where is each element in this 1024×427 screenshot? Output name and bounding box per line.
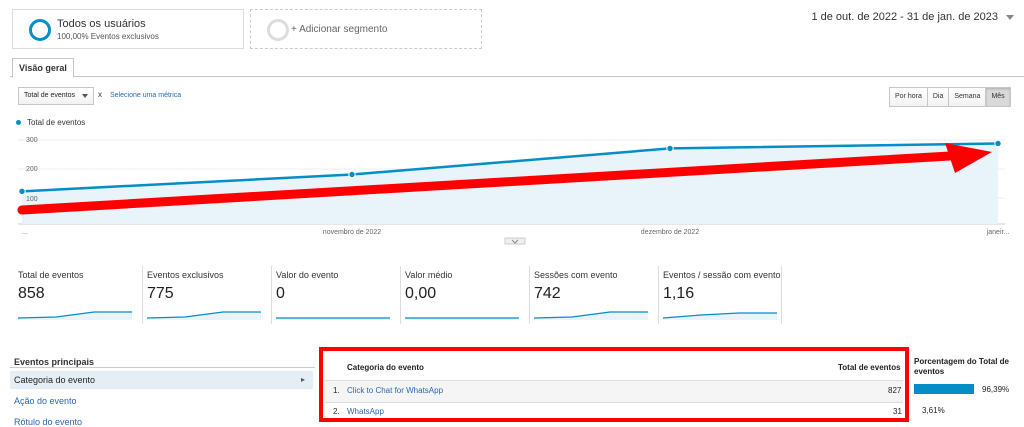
chart-line [21,142,999,193]
chevron-right-icon: ▸ [300,375,305,384]
col-header-percentage[interactable]: Porcentagem do Total de eventos [914,357,1009,376]
x-tick-label: janeir... [986,229,1010,236]
metric-card[interactable]: Valor do evento 0 [276,266,396,324]
metric-divider [142,266,143,324]
metric-divider [400,266,401,324]
col-header-category[interactable]: Categoria do evento [347,363,424,372]
legend-dot-icon [16,120,21,126]
add-segment-button[interactable]: + Adicionar segmento [250,9,482,49]
sparkline [663,312,777,320]
row-index: 1. [333,386,340,395]
nav-event-action[interactable]: Ação do evento [14,396,77,406]
tab-divider [10,76,1024,77]
chart-data-point[interactable] [18,187,26,196]
red-trend-arrow [17,151,955,215]
sparkline [405,317,519,320]
hourly-button[interactable]: Por hora [890,88,928,106]
chevron-down-icon [1006,14,1014,20]
nav-event-category[interactable]: Categoria do evento ▸ [10,371,313,389]
table-row [325,380,903,403]
day-button[interactable]: Dia [927,88,950,106]
metric-card[interactable]: Total de eventos 858 [18,266,138,324]
chart-data-point[interactable] [994,139,1002,148]
metric-value: 742 [534,285,561,302]
row-index: 2. [333,407,340,416]
metric-value: 775 [147,285,174,302]
nav-event-label[interactable]: Rótulo do evento [14,417,83,427]
segment-title: Todos os usuários [57,18,146,30]
metric-dropdown[interactable]: Total de eventos [18,87,94,105]
row-total: 31 [893,407,902,416]
month-button[interactable]: Mês [986,88,1010,106]
row-category-link[interactable]: WhatsApp [347,407,384,416]
chart-legend: Total de eventos [16,118,85,127]
y-tick-label: 100 [26,196,38,203]
metric-label: Eventos exclusivos [147,270,224,280]
x-tick-label: novembro de 2022 [323,229,381,236]
nav-event-category-label: Categoria do evento [14,375,96,385]
date-range-label: 1 de out. de 2022 - 31 de jan. de 2023 [811,11,998,23]
metric-label: Valor do evento [276,270,339,280]
segment-subtitle: 100,00% Eventos exclusivos [57,32,159,41]
sparkline [276,317,390,320]
top-events-title: Eventos principais [14,357,95,367]
events-line-chart: 300 200 100 ... novembro de 2022 dezembro de… [17,137,1010,245]
metric-card[interactable]: Eventos / sessão com evento 1,16 [663,266,783,324]
sparkline [18,311,132,320]
chart-expand-handle[interactable] [504,237,526,245]
y-tick-label: 300 [26,137,38,144]
metric-card[interactable]: Sessões com evento 742 [534,266,654,324]
segment-circle-icon [29,19,51,41]
metric-divider [529,266,530,324]
add-segment-label: + Adicionar segmento [291,24,388,35]
metric-value: 0 [276,285,285,302]
metric-card[interactable]: Valor médio 0,00 [405,266,525,324]
metric-divider [658,266,659,324]
chart-data-point[interactable] [666,144,674,153]
sparkline [534,311,648,320]
col-header-total[interactable]: Total de eventos [838,363,901,372]
metric-label: Sessões com evento [534,270,618,280]
time-granularity-group: Por hora Dia Semana Mês [889,87,1011,107]
metric-value: 0,00 [405,285,437,302]
metric-dropdown-label: Total de eventos [24,92,75,99]
y-tick-label: 200 [26,166,38,173]
x-tick-label: ... [22,229,28,236]
empty-circle-icon [267,19,289,41]
metric-divider [781,266,782,324]
metric-value: 1,16 [663,285,695,302]
percentage-value: 3,61% [922,406,945,415]
row-total: 827 [888,386,902,395]
left-panel-divider [10,367,315,368]
chevron-down-icon [82,94,88,98]
percentage-bar [914,384,974,394]
week-button[interactable]: Semana [949,88,987,106]
date-range-selector[interactable]: 1 de out. de 2022 - 31 de jan. de 2023 [811,11,1014,23]
chevron-down-icon [511,239,519,244]
metric-divider [271,266,272,324]
select-metric-link[interactable]: Selecione uma métrica [110,92,182,99]
red-arrow-head [945,143,992,173]
x-tick-label: dezembro de 2022 [641,229,699,236]
sparkline [147,311,261,320]
chart-data-point[interactable] [348,170,356,179]
row-category-link[interactable]: Click to Chat for WhatsApp [347,386,444,395]
metric-label: Eventos / sessão com evento [663,270,781,280]
metric-value: 858 [18,285,45,302]
red-highlight-box [319,347,909,422]
tab-overview[interactable]: Visão geral [12,58,74,78]
segment-all-users[interactable]: Todos os usuários 100,00% Eventos exclus… [12,9,244,49]
remove-metric-button[interactable]: x [98,90,102,99]
metric-label: Valor médio [405,270,453,280]
percentage-value: 96,39% [982,385,1010,394]
legend-label: Total de eventos [27,118,86,127]
metric-card[interactable]: Eventos exclusivos 775 [147,266,267,324]
metric-label: Total de eventos [18,270,84,280]
